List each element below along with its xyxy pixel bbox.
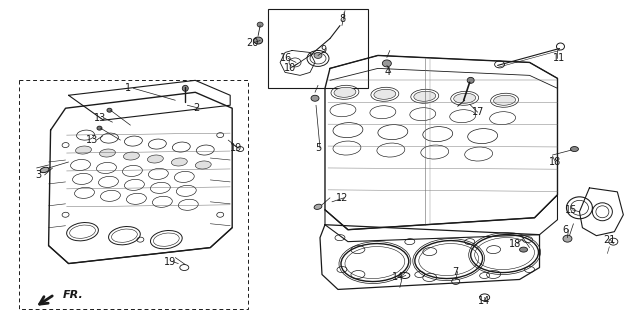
Text: 10: 10 <box>284 63 296 73</box>
Text: 19: 19 <box>230 143 243 153</box>
Ellipse shape <box>182 85 188 91</box>
Text: 7: 7 <box>452 267 459 276</box>
Text: 21: 21 <box>603 235 616 245</box>
Text: 2: 2 <box>193 103 200 113</box>
Ellipse shape <box>563 235 572 242</box>
Ellipse shape <box>467 77 474 83</box>
Text: 17: 17 <box>472 107 484 117</box>
Text: FR.: FR. <box>63 291 83 300</box>
Text: 13: 13 <box>86 135 99 145</box>
Text: 13: 13 <box>94 113 107 123</box>
Text: 11: 11 <box>554 53 566 63</box>
Ellipse shape <box>107 108 112 112</box>
Text: 3: 3 <box>36 170 42 180</box>
Ellipse shape <box>311 95 319 101</box>
Ellipse shape <box>40 167 49 172</box>
Text: 15: 15 <box>565 205 578 215</box>
Text: 5: 5 <box>315 143 321 153</box>
Ellipse shape <box>414 91 436 101</box>
Ellipse shape <box>520 247 527 252</box>
Ellipse shape <box>147 155 163 163</box>
Text: 9: 9 <box>320 45 326 55</box>
Text: 8: 8 <box>339 14 345 24</box>
Ellipse shape <box>334 87 356 97</box>
Ellipse shape <box>570 147 579 152</box>
Text: 14: 14 <box>392 273 404 283</box>
Text: 18: 18 <box>509 239 522 249</box>
Bar <box>268 9 368 88</box>
Text: 14: 14 <box>477 296 490 306</box>
Ellipse shape <box>172 158 188 166</box>
Text: 12: 12 <box>336 193 348 203</box>
Text: 19: 19 <box>164 257 177 267</box>
Text: 4: 4 <box>385 68 391 77</box>
Ellipse shape <box>374 89 396 99</box>
Text: 1: 1 <box>125 83 131 93</box>
Ellipse shape <box>314 52 322 59</box>
Text: 20: 20 <box>246 37 259 47</box>
Ellipse shape <box>454 93 476 103</box>
Text: 16: 16 <box>280 53 292 63</box>
Ellipse shape <box>97 126 102 130</box>
Ellipse shape <box>314 204 322 209</box>
Ellipse shape <box>76 146 92 154</box>
Text: 6: 6 <box>563 225 568 235</box>
Text: 18: 18 <box>549 157 562 167</box>
Bar <box>19 80 248 309</box>
Ellipse shape <box>195 161 211 169</box>
Ellipse shape <box>124 152 140 160</box>
Ellipse shape <box>493 95 516 105</box>
Ellipse shape <box>253 37 262 44</box>
Ellipse shape <box>257 22 263 27</box>
Ellipse shape <box>99 149 115 157</box>
Ellipse shape <box>382 60 391 67</box>
